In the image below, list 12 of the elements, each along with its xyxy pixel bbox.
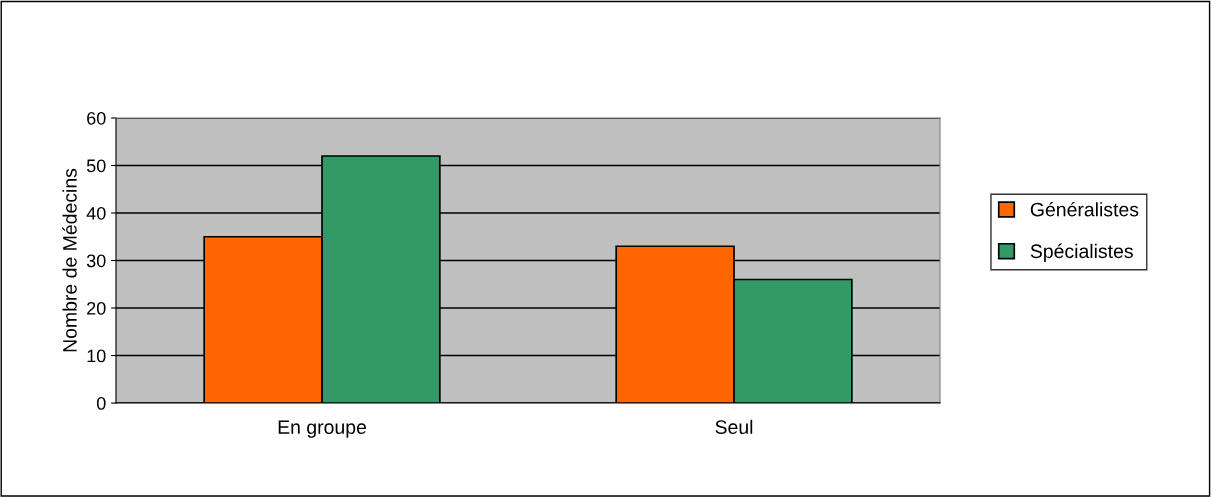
x-tick-label: Seul xyxy=(715,419,753,435)
y-axis-title: Nombre de Médecins xyxy=(62,168,77,352)
y-tick-label: 20 xyxy=(87,301,106,315)
y-tick-label: 30 xyxy=(86,254,106,268)
y-tick-label: 0 xyxy=(96,397,106,410)
legend-label: Spécialistes xyxy=(1030,243,1133,262)
y-tick-label: 50 xyxy=(86,159,106,173)
x-tick-label: En groupe xyxy=(278,420,366,438)
legend-label: Généralistes xyxy=(1030,201,1139,217)
y-tick-label: 40 xyxy=(86,206,106,220)
y-tick-label: 10 xyxy=(87,349,106,363)
y-tick-label: 60 xyxy=(87,111,106,125)
